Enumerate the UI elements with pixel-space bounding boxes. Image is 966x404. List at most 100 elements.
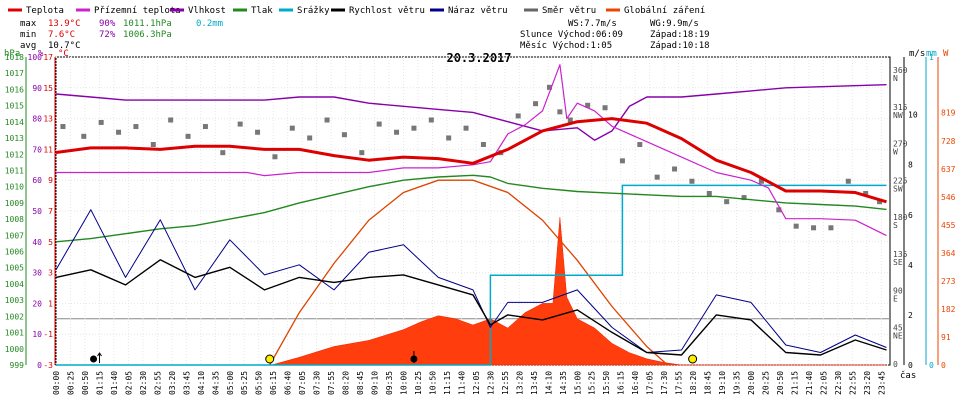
radiation-tick-label: 182 (941, 305, 956, 314)
x-tick-label: 07:05 (298, 371, 307, 395)
wind-dir-name-label: E (893, 295, 898, 304)
pressure-tick-label: 1005 (5, 264, 24, 273)
wind-direction-point (98, 119, 104, 125)
legend-label: Náraz větru (448, 6, 508, 16)
x-tick-label: 22:05 (819, 371, 828, 395)
legend-label: Globální záření (624, 6, 705, 16)
wind-direction-point (619, 158, 625, 164)
pressure-axis-unit: hPa (4, 49, 20, 59)
wind-direction-point (672, 166, 678, 172)
wind-direction-point (877, 199, 883, 205)
pressure-tick-label: 1001 (5, 329, 24, 338)
x-tick-label: 11:15 (443, 371, 452, 395)
pressure-tick-label: 999 (10, 361, 25, 370)
x-tick-label: 04:35 (211, 371, 220, 395)
temperature-tick-label: 15 (43, 84, 53, 93)
x-tick-label: 08:45 (356, 371, 365, 395)
wind-direction-point (237, 121, 243, 127)
stat-ws: WS:7.7m/s (568, 19, 617, 29)
x-tick-label: 18:45 (704, 371, 713, 395)
pressure-tick-label: 1002 (5, 312, 24, 321)
x-tick-label: 01:40 (110, 371, 119, 395)
pressure-tick-label: 1018 (5, 53, 24, 62)
wind-dir-name-label: W (893, 148, 898, 157)
series-humidity-line (55, 84, 887, 141)
rain-axis-unit: mm (926, 49, 937, 59)
humidity-tick-label: 50 (32, 207, 42, 216)
x-tick-label: 02:55 (153, 371, 162, 395)
rain-tick-label: 0 (929, 361, 934, 370)
temperature-tick-label: 11 (43, 145, 53, 154)
series-radiation-area (56, 217, 887, 366)
radiation-tick-label: 91 (941, 333, 951, 342)
pressure-tick-label: 1006 (5, 248, 24, 257)
legend: Teplota Přízemní teplota Vlhkost Tlak Srážky… (8, 6, 705, 16)
wind-direction-point (724, 199, 730, 205)
x-tick-label: 18:20 (689, 371, 698, 395)
wind-direction-point (546, 84, 552, 90)
x-tick-label: 12:05 (472, 371, 481, 395)
wind-direction-point (185, 133, 191, 139)
temperature-tick-label: 5 (48, 238, 53, 247)
temperature-tick-label: -1 (43, 330, 53, 339)
chart-title: 20.3.2017 (446, 51, 511, 65)
wind-direction-point (359, 150, 365, 156)
x-tick-label: 20:25 (761, 371, 770, 395)
wind-direction-point (463, 125, 469, 131)
radiation-tick-label: 819 (941, 109, 956, 118)
x-tick-label: 03:45 (182, 371, 191, 395)
humidity-tick-label: 0 (37, 361, 42, 370)
wind-direction-point (793, 223, 799, 229)
humidity-tick-label: 30 (32, 269, 42, 278)
wind-speed-tick-label: 2 (908, 311, 913, 320)
wind-direction-point (515, 113, 521, 119)
x-tick-label: 05:00 (226, 371, 235, 395)
radiation-tick-label: 637 (941, 165, 956, 174)
wind-dir-tick-label: 45 (893, 323, 903, 332)
wind-direction-point (168, 117, 174, 123)
x-tick-label: 00:25 (66, 371, 75, 395)
x-tick-label: 01:15 (95, 371, 104, 395)
x-tick-label: 23:20 (863, 371, 872, 395)
wind-direction-point (446, 135, 452, 141)
humidity-tick-label: 40 (32, 238, 42, 247)
wind-direction-point (533, 101, 539, 107)
pressure-tick-label: 1003 (5, 296, 24, 305)
pressure-tick-label: 1000 (5, 345, 24, 354)
x-tick-label: 15:00 (573, 371, 582, 395)
wind-direction-point (272, 154, 278, 160)
wind-direction-point (255, 129, 261, 135)
pressure-tick-label: 1010 (5, 183, 24, 192)
wind-dir-tick-label: 135 (893, 250, 908, 259)
x-tick-label: 06:40 (284, 371, 293, 395)
x-tick-label: 23:45 (877, 371, 886, 395)
wind-direction-point (602, 105, 608, 111)
wind-direction-point (654, 174, 660, 180)
pressure-tick-label: 1013 (5, 134, 24, 143)
x-tick-label: 05:50 (255, 371, 264, 395)
x-tick-label: 10:00 (400, 371, 409, 395)
radiation-tick-label: 455 (941, 221, 956, 230)
wind-speed-tick-label: 0 (908, 361, 913, 370)
x-tick-label: 22:30 (834, 371, 843, 395)
wind-speed-axis-unit: m/s (909, 49, 925, 59)
pressure-tick-label: 1017 (5, 69, 24, 78)
humidity-tick-label: 10 (32, 330, 42, 339)
wind-dir-tick-label: 0 (893, 360, 898, 369)
moonrise-marker (90, 355, 98, 363)
moonrise-arrow (97, 352, 102, 363)
wind-dir-tick-label: 225 (893, 176, 908, 185)
x-tick-label: 21:15 (790, 371, 799, 395)
legend-label: Srážky (297, 6, 330, 16)
wind-speed-tick-label: 10 (908, 111, 918, 120)
wind-direction-point (60, 124, 66, 130)
pressure-tick-label: 1011 (5, 166, 24, 175)
wind-direction-point (637, 142, 643, 147)
x-tick-label: 19:10 (718, 371, 727, 395)
stat-min-label: min (20, 30, 36, 40)
humidity-tick-label: 70 (32, 145, 42, 154)
x-tick-label: 05:25 (240, 371, 249, 395)
wind-dir-tick-label: 270 (893, 140, 908, 149)
wind-direction-point (811, 225, 817, 231)
